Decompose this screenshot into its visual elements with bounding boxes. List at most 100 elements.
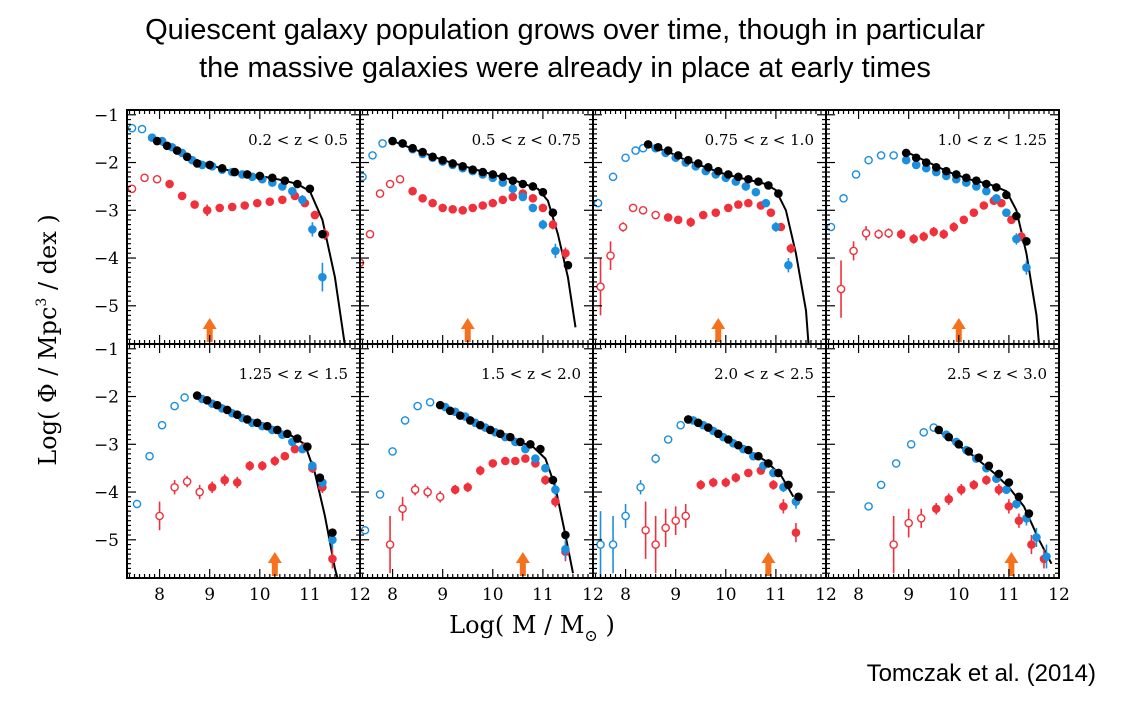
total-point: [713, 166, 723, 176]
y-tick-label: −1: [94, 106, 119, 126]
x-tick-label: 9: [670, 585, 681, 605]
quiescent-point: [994, 485, 1004, 494]
total-point: [934, 425, 944, 435]
star-forming-open-point: [145, 451, 154, 461]
total-point: [242, 415, 252, 424]
x-tick-label: 10: [482, 585, 504, 605]
quiescent-open-point: [836, 284, 846, 294]
total-point: [526, 439, 535, 449]
quiescent-open-point: [398, 504, 407, 514]
star-forming-open-point: [378, 139, 387, 148]
quiescent-point: [561, 248, 570, 258]
star-forming-point: [531, 454, 540, 463]
quiescent-point: [418, 194, 427, 203]
total-point: [263, 421, 272, 431]
quiescent-point: [909, 234, 918, 244]
quiescent-point: [227, 202, 237, 212]
total-point: [518, 179, 528, 189]
star-forming-open-point: [170, 401, 179, 411]
total-point: [984, 461, 994, 471]
x-tick-label: 11: [299, 585, 321, 605]
total-point: [217, 163, 227, 173]
star-forming-open-point: [636, 482, 645, 492]
total-point: [754, 451, 763, 461]
star-forming-point: [1012, 234, 1021, 244]
star-forming-open-point: [180, 393, 189, 402]
total-point: [212, 400, 222, 410]
quiescent-point: [478, 201, 488, 210]
panel-7: 8 9 10 11 12 2.0 < z < 2.5: [592, 343, 837, 605]
x-tick-label: 8: [620, 585, 631, 605]
quiescent-point: [528, 194, 538, 203]
quiescent-point: [786, 244, 796, 253]
quiescent-point: [202, 205, 212, 215]
total-point: [508, 176, 518, 185]
star-forming-open-point: [864, 502, 873, 511]
star-forming-open-point: [876, 480, 886, 490]
star-forming-open-point: [839, 194, 848, 203]
quiescent-point: [450, 485, 460, 494]
quiescent-point: [245, 461, 255, 471]
star-forming-open-point: [413, 401, 422, 411]
total-point: [192, 391, 202, 400]
total-point: [222, 405, 232, 415]
quiescent-point: [944, 494, 954, 504]
quiescent-open-point: [385, 540, 395, 549]
total-point: [954, 439, 964, 449]
star-forming-open-point: [127, 123, 137, 133]
panel-plot-area: [132, 391, 339, 578]
quiescent-point: [779, 502, 788, 511]
star-forming-open-point: [889, 151, 898, 160]
total-point: [172, 146, 182, 155]
quiescent-open-point: [651, 210, 660, 220]
citation: Tomczak et al. (2014): [866, 660, 1096, 687]
quiescent-point: [1004, 502, 1014, 511]
total-point: [683, 415, 693, 424]
total-point: [974, 453, 984, 462]
star-forming-point: [551, 485, 560, 494]
quiescent-open-point: [671, 516, 680, 525]
star-forming-point: [328, 535, 337, 545]
quiescent-open-point: [889, 540, 898, 549]
quiescent-point: [265, 197, 275, 206]
quiescent-point: [508, 192, 518, 202]
y-tick-label: −5: [94, 531, 119, 551]
quiescent-point: [468, 203, 478, 213]
quiescent-point: [177, 191, 187, 201]
quiescent-point: [270, 456, 280, 466]
quiescent-point: [463, 482, 473, 492]
total-point: [734, 440, 743, 450]
quiescent-open-point: [916, 514, 926, 523]
quiescent-point: [438, 203, 447, 213]
star-forming-point: [751, 187, 761, 197]
star-forming-open-point: [608, 172, 618, 182]
quiescent-point: [956, 485, 966, 494]
total-point: [693, 418, 703, 428]
total-point: [448, 159, 457, 168]
quiescent-open-point: [385, 179, 395, 189]
x-tick-label: 9: [437, 585, 448, 605]
quiescent-open-point: [182, 477, 192, 486]
x-tick-label: 9: [903, 585, 914, 605]
total-point: [498, 172, 508, 182]
quiescent-point: [290, 444, 300, 454]
star-forming-point: [1032, 533, 1041, 542]
total-point: [663, 146, 673, 155]
star-forming-open-point: [651, 454, 660, 463]
star-forming-point: [298, 195, 307, 205]
panel-1: −1 −2 −3 −4 −5 0.2 < z < 0.5: [94, 106, 361, 345]
total-point: [303, 442, 312, 451]
total-point: [941, 166, 951, 176]
quiescent-point: [931, 504, 941, 514]
star-forming-point: [901, 155, 911, 165]
star-forming-open-point: [891, 459, 901, 468]
star-forming-point: [911, 160, 921, 170]
quiescent-point: [165, 179, 174, 189]
star-forming-open-point: [876, 151, 886, 160]
x-tick-label: 8: [387, 585, 398, 605]
star-forming-open-point: [631, 146, 640, 155]
x-tick-label: 11: [998, 585, 1020, 605]
total-point: [232, 410, 242, 419]
quiescent-point: [240, 201, 250, 210]
